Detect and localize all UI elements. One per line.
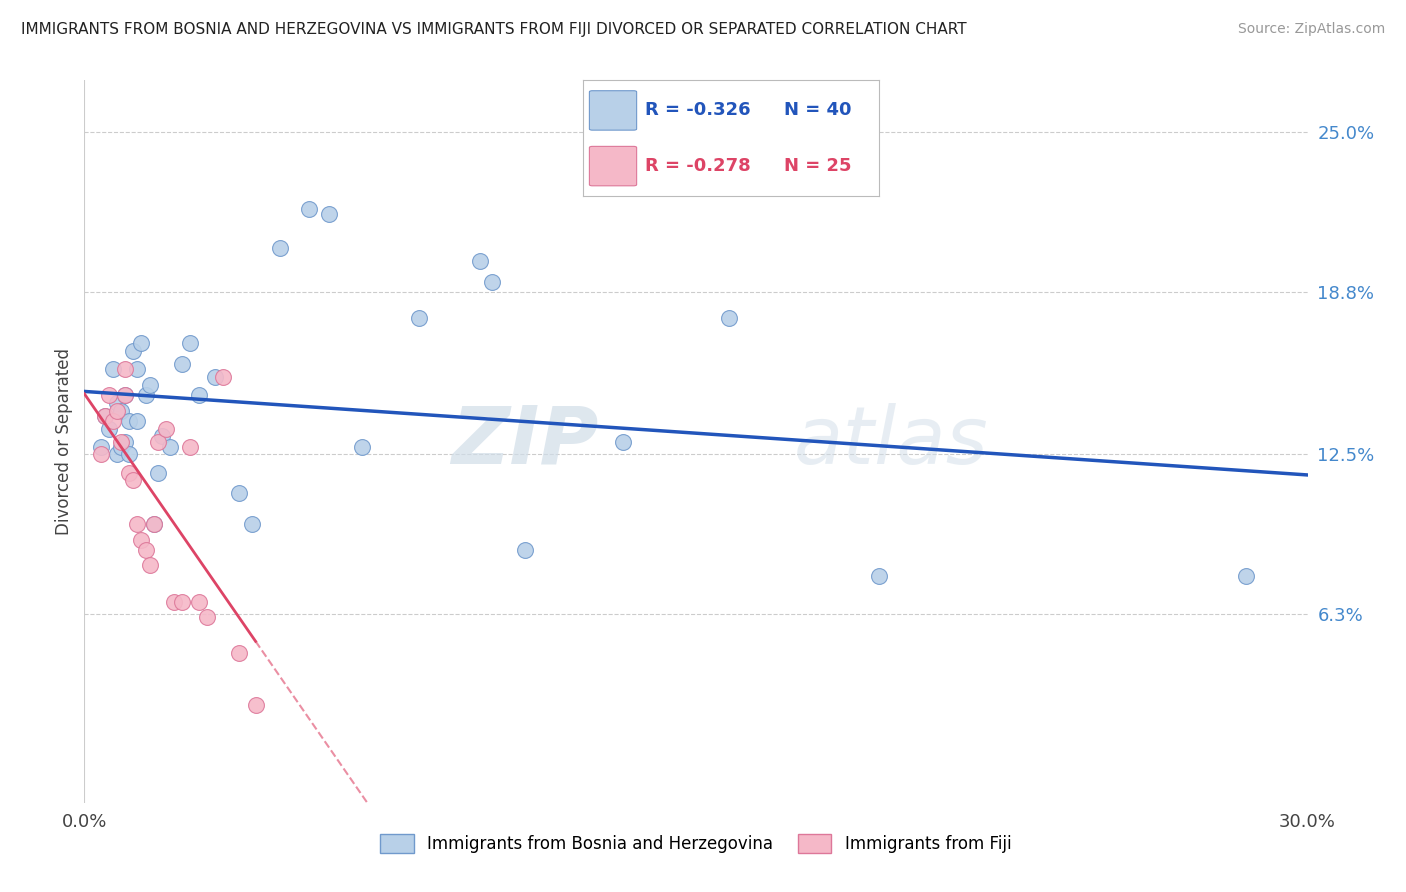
Point xyxy=(298,202,321,217)
Point xyxy=(318,207,340,221)
Point xyxy=(131,336,153,351)
Point xyxy=(135,542,157,557)
Point xyxy=(114,362,136,376)
Text: Source: ZipAtlas.com: Source: ZipAtlas.com xyxy=(1237,22,1385,37)
Point xyxy=(159,440,181,454)
Point xyxy=(869,568,891,582)
Point xyxy=(127,414,149,428)
Point xyxy=(179,336,201,351)
Point xyxy=(101,362,124,376)
Point xyxy=(142,517,165,532)
Point xyxy=(146,434,169,449)
Text: N = 25: N = 25 xyxy=(785,157,852,175)
Point xyxy=(114,434,136,449)
Point xyxy=(90,447,112,461)
Point xyxy=(138,377,160,392)
Point xyxy=(90,440,112,454)
Point xyxy=(127,517,149,532)
Point xyxy=(97,388,120,402)
Point xyxy=(93,409,115,423)
Point xyxy=(97,422,120,436)
Point xyxy=(212,370,235,384)
Text: atlas: atlas xyxy=(794,402,988,481)
Point xyxy=(1236,568,1258,582)
Point xyxy=(110,434,132,449)
Text: ZIP: ZIP xyxy=(451,402,598,481)
Point xyxy=(118,466,141,480)
Point xyxy=(135,388,157,402)
Point xyxy=(245,698,267,712)
Point xyxy=(110,440,132,454)
Point xyxy=(131,533,153,547)
Point xyxy=(408,310,430,325)
Point xyxy=(122,473,145,487)
Point xyxy=(138,558,160,573)
Point xyxy=(612,434,634,449)
Text: R = -0.326: R = -0.326 xyxy=(645,102,751,120)
Point xyxy=(118,414,141,428)
Point xyxy=(481,275,503,289)
Point xyxy=(350,440,373,454)
Point xyxy=(228,486,250,500)
Point xyxy=(142,517,165,532)
Point xyxy=(114,388,136,402)
Point xyxy=(717,310,740,325)
Point xyxy=(269,241,291,255)
Point xyxy=(468,254,491,268)
Point xyxy=(105,447,128,461)
Point xyxy=(155,422,177,436)
Point xyxy=(146,466,169,480)
Point xyxy=(122,344,145,359)
Legend: Immigrants from Bosnia and Herzegovina, Immigrants from Fiji: Immigrants from Bosnia and Herzegovina, … xyxy=(374,827,1018,860)
Y-axis label: Divorced or Separated: Divorced or Separated xyxy=(55,348,73,535)
Point xyxy=(127,362,149,376)
Point xyxy=(110,403,132,417)
Point xyxy=(204,370,226,384)
Point xyxy=(195,610,218,624)
Point xyxy=(187,594,209,608)
Point xyxy=(228,646,250,660)
Point xyxy=(101,414,124,428)
Point xyxy=(513,542,536,557)
Point xyxy=(179,440,201,454)
FancyBboxPatch shape xyxy=(589,146,637,186)
Point xyxy=(187,388,209,402)
Text: N = 40: N = 40 xyxy=(785,102,852,120)
Text: IMMIGRANTS FROM BOSNIA AND HERZEGOVINA VS IMMIGRANTS FROM FIJI DIVORCED OR SEPAR: IMMIGRANTS FROM BOSNIA AND HERZEGOVINA V… xyxy=(21,22,967,37)
Point xyxy=(150,429,173,443)
Point xyxy=(114,388,136,402)
Point xyxy=(118,447,141,461)
Point xyxy=(105,396,128,410)
Point xyxy=(172,594,194,608)
Point xyxy=(163,594,186,608)
Point xyxy=(105,403,128,417)
Text: R = -0.278: R = -0.278 xyxy=(645,157,751,175)
FancyBboxPatch shape xyxy=(589,91,637,130)
Point xyxy=(240,517,263,532)
Point xyxy=(172,357,194,371)
Point xyxy=(93,409,115,423)
